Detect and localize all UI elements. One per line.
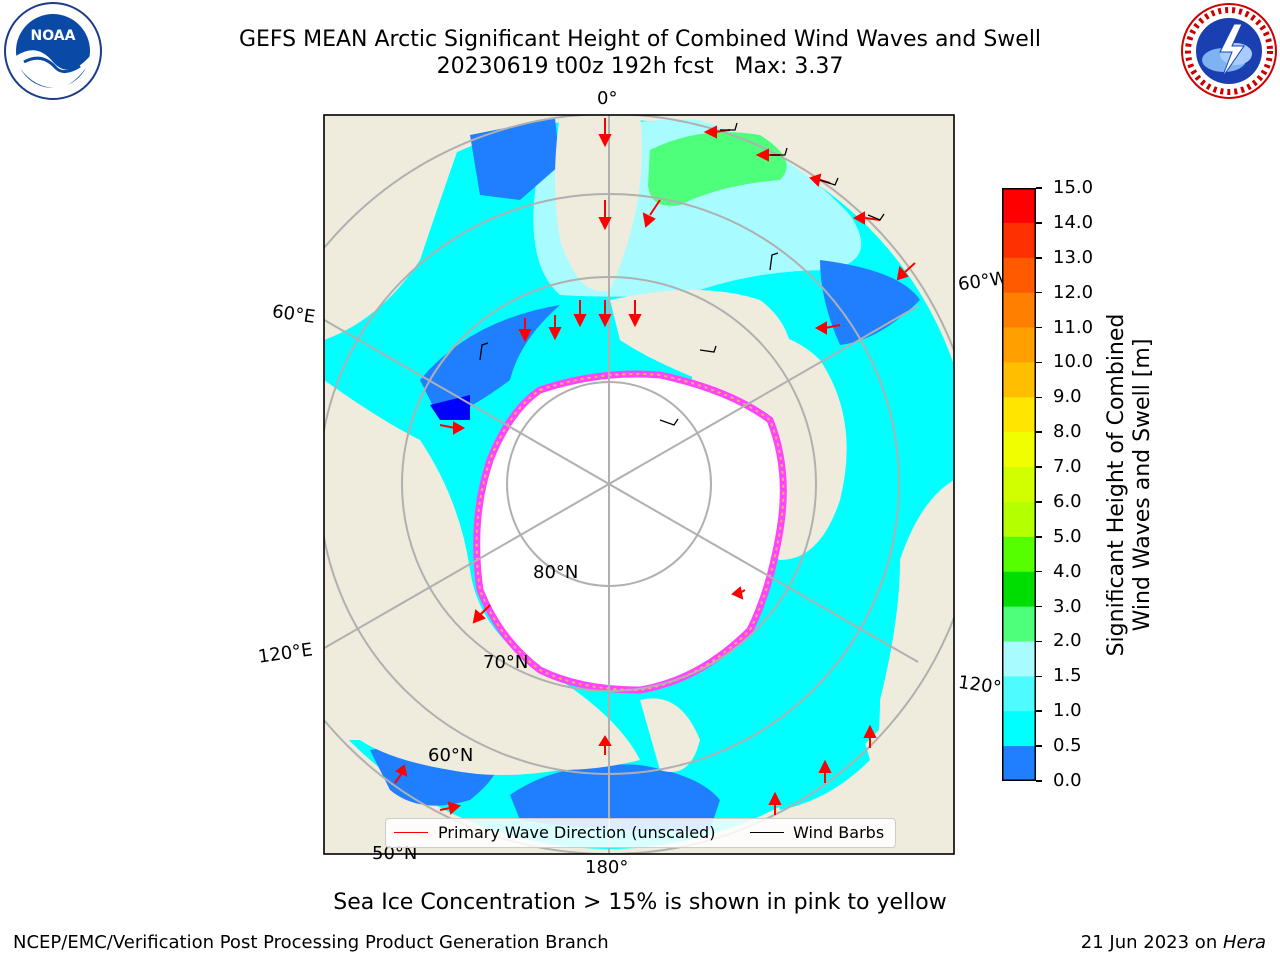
legend-wave-direction: Primary Wave Direction (unscaled): [438, 823, 716, 842]
chart-subtitle: 20230619 t00z 192h fcst Max: 3.37: [436, 54, 844, 79]
colorbar-tick-mark: [1036, 361, 1042, 364]
colorbar-segment: [1002, 641, 1036, 677]
colorbar-tick-label: 6.0: [1053, 490, 1082, 512]
colorbar-segment: [1002, 536, 1036, 573]
graticule: [324, 115, 954, 854]
colorbar-tick-label: 14.0: [1053, 211, 1094, 233]
lat-label-60: 60°N: [428, 745, 474, 766]
colorbar-tick-label: 9.0: [1053, 386, 1082, 408]
land-scandinavia: [324, 115, 470, 340]
land-chukotka: [640, 698, 700, 772]
wave-direction-swatch: [394, 832, 428, 833]
noaa-logo: NOAA: [2, 2, 104, 100]
colorbar-tick-mark: [1036, 675, 1042, 678]
colorbar-tick-label: 15.0: [1053, 177, 1094, 198]
colorbar-tick-mark: [1036, 780, 1042, 782]
colorbar-tick-mark: [1036, 501, 1042, 503]
map-frame: [323, 114, 955, 855]
colorbar-tick-mark: [1036, 291, 1042, 294]
colorbar-tick-mark: [1036, 396, 1042, 399]
colorbar-tick-mark: [1036, 466, 1042, 468]
colorbar-tick-mark: [1036, 536, 1042, 538]
colorbar-tick-label: 0.5: [1053, 735, 1082, 757]
lat-label-80: 80°N: [533, 562, 579, 583]
colorbar-segment: [1002, 362, 1036, 398]
colorbar-segment: [1002, 327, 1036, 363]
colorbar-tick-mark: [1036, 326, 1042, 329]
wind-barbs: [479, 122, 885, 426]
lat-label-70: 70°N: [483, 652, 529, 673]
sea-ice-caption: Sea Ice Concentration > 15% is shown in …: [333, 890, 947, 915]
noaa-logo-text: NOAA: [31, 28, 76, 44]
colorbar-tick-mark: [1036, 431, 1042, 433]
colorbar-tick-mark: [1036, 187, 1042, 189]
colorbar-tick-label: 1.0: [1053, 700, 1082, 722]
footer-left: NCEP/EMC/Verification Post Processing Pr…: [13, 932, 609, 953]
colorbar-label: Significant Height of Combined Wind Wave…: [1104, 313, 1155, 657]
colorbar-frame: [1002, 188, 1036, 781]
colorbar-tick-mark: [1036, 222, 1042, 224]
colorbar-tick-label: 11.0: [1053, 316, 1094, 338]
colorbar-tick-label: 0.0: [1053, 770, 1082, 791]
colorbar-tick-label: 1.5: [1053, 665, 1082, 687]
lon-label-180: 180°: [585, 857, 629, 878]
colorbar-segment: [1002, 501, 1036, 538]
colorbar-tick-label: 13.0: [1053, 246, 1094, 268]
wave-field-cyan-se: [760, 725, 870, 810]
colorbar: [1002, 188, 1036, 781]
footer-date: 21 Jun 2023 on: [1080, 932, 1223, 953]
colorbar-segment: [1002, 606, 1036, 642]
colorbar-tick-mark: [1036, 257, 1042, 259]
colorbar-segment: [1002, 571, 1036, 608]
wave-arrows: [394, 118, 916, 815]
colorbar-tick-mark: [1036, 570, 1042, 573]
colorbar-tick-label: 3.0: [1053, 595, 1082, 617]
colorbar-tick-mark: [1036, 710, 1042, 712]
nws-logo: [1178, 2, 1280, 100]
colorbar-segment: [1002, 257, 1036, 294]
colorbar-segment: [1002, 188, 1036, 224]
wind-barbs-swatch: [750, 832, 784, 833]
wave-field-blue-s: [510, 764, 720, 832]
wave-field-deep-blue: [430, 395, 470, 420]
colorbar-tick-label: 2.0: [1053, 630, 1082, 652]
lon-label-0: 0°: [597, 88, 618, 109]
colorbar-segment: [1002, 397, 1036, 433]
land-north-america: [860, 240, 954, 854]
sea-ice-edge: [475, 373, 785, 692]
footer-host: Hera: [1222, 932, 1266, 953]
colorbar-tick-label: 8.0: [1053, 421, 1082, 443]
colorbar-segment: [1002, 711, 1036, 747]
wave-field-green: [648, 132, 787, 206]
colorbar-segment: [1002, 746, 1036, 781]
map-legend: Primary Wave Direction (unscaled) Wind B…: [385, 818, 896, 848]
chart-title: GEFS MEAN Arctic Significant Height of C…: [238, 27, 1042, 52]
legend-wind-barbs: Wind Barbs: [793, 823, 885, 842]
colorbar-segment: [1002, 432, 1036, 468]
colorbar-segment: [1002, 467, 1036, 503]
colorbar-tick-label: 5.0: [1053, 525, 1082, 547]
wave-field-blue-e: [820, 260, 920, 345]
colorbar-segment: [1002, 292, 1036, 329]
colorbar-segment: [1002, 676, 1036, 712]
colorbar-tick-mark: [1036, 745, 1042, 747]
colorbar-tick-label: 12.0: [1053, 281, 1094, 303]
colorbar-tick-label: 4.0: [1053, 560, 1082, 582]
footer-right: 21 Jun 2023 on Hera: [1081, 932, 1266, 953]
lat-label-50: 50°N: [372, 843, 418, 864]
colorbar-tick-mark: [1036, 605, 1042, 608]
colorbar-tick-label: 7.0: [1053, 456, 1082, 478]
colorbar-tick-label: 10.0: [1053, 351, 1094, 373]
colorbar-tick-mark: [1036, 640, 1042, 643]
colorbar-segment: [1002, 222, 1036, 259]
land-greenland-south: [555, 115, 642, 292]
sea-ice: [473, 370, 787, 694]
wave-field-blue-nw: [470, 118, 560, 200]
